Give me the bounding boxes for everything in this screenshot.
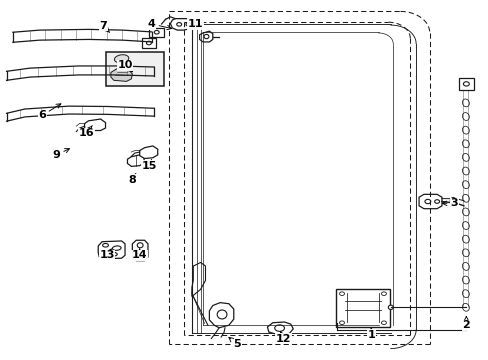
Bar (335, 289, 389, 327)
Bar (458, 78, 473, 90)
Ellipse shape (339, 292, 344, 296)
Ellipse shape (387, 305, 392, 310)
Ellipse shape (462, 235, 468, 243)
Text: 8: 8 (128, 174, 136, 185)
Text: 2: 2 (462, 316, 469, 330)
Ellipse shape (462, 99, 468, 107)
Ellipse shape (462, 262, 468, 270)
Text: 1: 1 (366, 328, 374, 340)
Text: 13: 13 (99, 249, 115, 260)
Ellipse shape (339, 321, 344, 324)
Polygon shape (191, 262, 205, 297)
Ellipse shape (462, 113, 468, 121)
Polygon shape (140, 146, 158, 158)
Ellipse shape (462, 181, 468, 189)
Ellipse shape (176, 23, 181, 26)
Ellipse shape (463, 82, 468, 86)
Ellipse shape (381, 292, 386, 296)
Text: 7: 7 (99, 21, 109, 32)
Polygon shape (199, 31, 212, 42)
Text: 14: 14 (132, 249, 147, 260)
Ellipse shape (112, 246, 121, 250)
Ellipse shape (217, 310, 226, 319)
Ellipse shape (137, 253, 143, 258)
Ellipse shape (203, 35, 208, 39)
Ellipse shape (185, 23, 190, 26)
Text: 9: 9 (53, 149, 69, 160)
Polygon shape (170, 19, 195, 30)
Ellipse shape (146, 41, 151, 45)
Polygon shape (267, 322, 293, 334)
Ellipse shape (462, 126, 468, 134)
Ellipse shape (462, 153, 468, 161)
Ellipse shape (462, 167, 468, 175)
Bar (105, 52, 163, 86)
Polygon shape (132, 240, 148, 261)
Ellipse shape (462, 140, 468, 148)
Polygon shape (98, 241, 125, 259)
Bar (142, 38, 156, 48)
Polygon shape (111, 69, 132, 81)
Text: 10: 10 (117, 60, 132, 72)
Text: 16: 16 (78, 126, 94, 138)
Bar (149, 28, 163, 37)
Ellipse shape (462, 290, 468, 298)
Ellipse shape (154, 31, 159, 34)
Ellipse shape (114, 55, 128, 63)
Ellipse shape (434, 200, 439, 203)
Ellipse shape (137, 243, 143, 248)
Text: 5: 5 (228, 337, 241, 349)
Polygon shape (209, 303, 233, 328)
Ellipse shape (424, 199, 430, 204)
Ellipse shape (462, 194, 468, 202)
Ellipse shape (462, 303, 468, 311)
Polygon shape (84, 119, 105, 131)
Polygon shape (127, 155, 144, 166)
Ellipse shape (462, 276, 468, 284)
Text: 6: 6 (38, 104, 61, 121)
Ellipse shape (381, 321, 386, 324)
Ellipse shape (462, 249, 468, 257)
Ellipse shape (274, 325, 284, 331)
Ellipse shape (462, 222, 468, 229)
Text: 11: 11 (187, 19, 203, 29)
Ellipse shape (110, 252, 117, 256)
Text: 3: 3 (442, 198, 457, 208)
Text: 4: 4 (147, 19, 171, 30)
Ellipse shape (102, 243, 108, 247)
Polygon shape (418, 194, 441, 209)
Text: 15: 15 (142, 160, 157, 171)
Text: 12: 12 (275, 332, 291, 343)
Ellipse shape (462, 208, 468, 216)
Ellipse shape (449, 198, 455, 204)
